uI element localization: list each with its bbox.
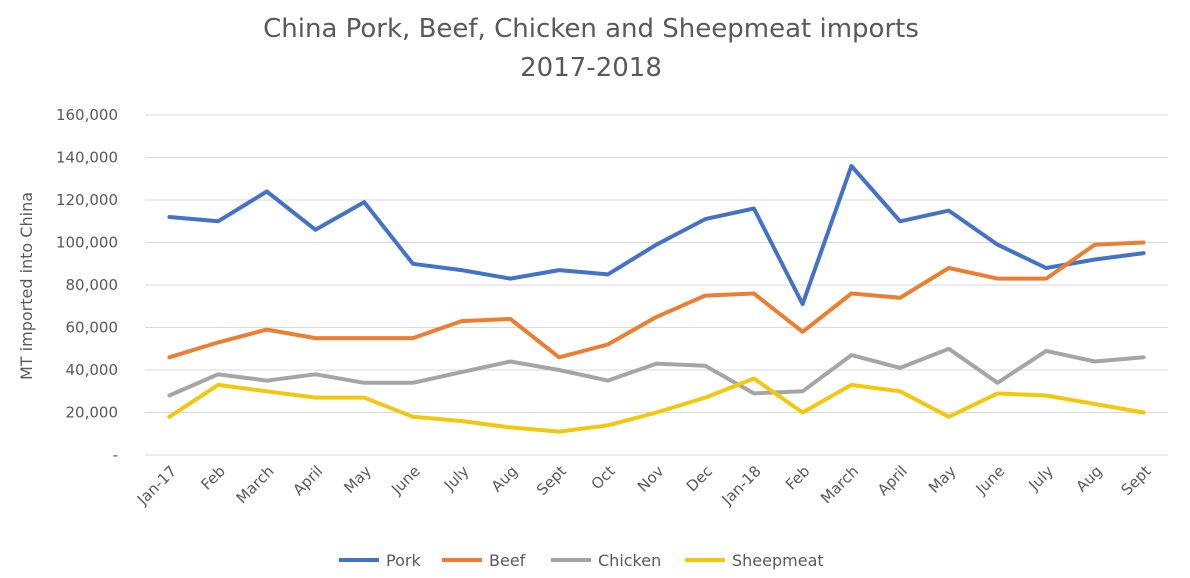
series-line-chicken (167, 346, 1146, 398)
x-tick-label: May (925, 462, 960, 497)
y-tick-label: 80,000 (66, 276, 119, 294)
y-tick-label: 160,000 (56, 106, 118, 124)
x-tick-label: May (340, 462, 375, 497)
chart-title-line1: China Pork, Beef, Chicken and Sheepmeat … (263, 14, 919, 44)
x-tick-label: April (289, 462, 326, 499)
x-tick-label: March (817, 462, 862, 507)
x-tick-label: Feb (197, 462, 229, 494)
series-line-pork (167, 164, 1146, 307)
y-tick-label: 140,000 (56, 149, 118, 167)
x-tick-label: Sept (533, 462, 570, 499)
x-tick-label: Nov (634, 462, 668, 496)
x-tick-label: Sept (1118, 462, 1155, 499)
y-tick-label: 100,000 (56, 234, 118, 252)
x-tick-label: April (874, 462, 911, 499)
y-tick-label: - (113, 446, 118, 464)
series-line-sheepmeat (167, 376, 1146, 434)
series-line-beef (167, 240, 1146, 360)
series-lines (167, 164, 1146, 434)
x-tick-label: Jan-17 (133, 462, 180, 509)
y-axis-label: MT imported into China (17, 192, 36, 380)
legend-label-sheepmeat: Sheepmeat (732, 551, 824, 570)
legend-label-chicken: Chicken (598, 551, 661, 570)
y-tick-label: 40,000 (66, 361, 119, 379)
y-tick-label: 60,000 (66, 319, 119, 337)
y-tick-label: 20,000 (66, 404, 119, 422)
legend-label-pork: Pork (386, 551, 421, 570)
x-tick-label: Feb (782, 462, 814, 494)
gridlines (145, 114, 1168, 456)
y-tick-labels: - 20,000 40,000 60,000 80,000 100,000 120,000 1… (56, 106, 118, 464)
x-tick-label: Aug (1072, 462, 1105, 495)
x-tick-label: Aug (488, 462, 521, 495)
legend: Pork Beef Chicken Sheepmeat (339, 551, 824, 570)
x-tick-labels: Jan-17 Feb March April May June July Aug Sept Oct… (133, 462, 1154, 509)
legend-label-beef: Beef (489, 551, 526, 570)
x-tick-label: July (440, 462, 473, 495)
x-tick-label: July (1025, 462, 1058, 495)
chart-title-line2: 2017-2018 (520, 53, 662, 83)
y-tick-label: 120,000 (56, 191, 118, 209)
x-tick-label: March (233, 462, 278, 507)
x-tick-label: Oct (588, 462, 619, 493)
x-tick-label: June (387, 462, 424, 499)
x-tick-label: Dec (683, 462, 716, 495)
x-tick-label: June (972, 462, 1009, 499)
x-tick-label: Jan-18 (718, 462, 765, 509)
